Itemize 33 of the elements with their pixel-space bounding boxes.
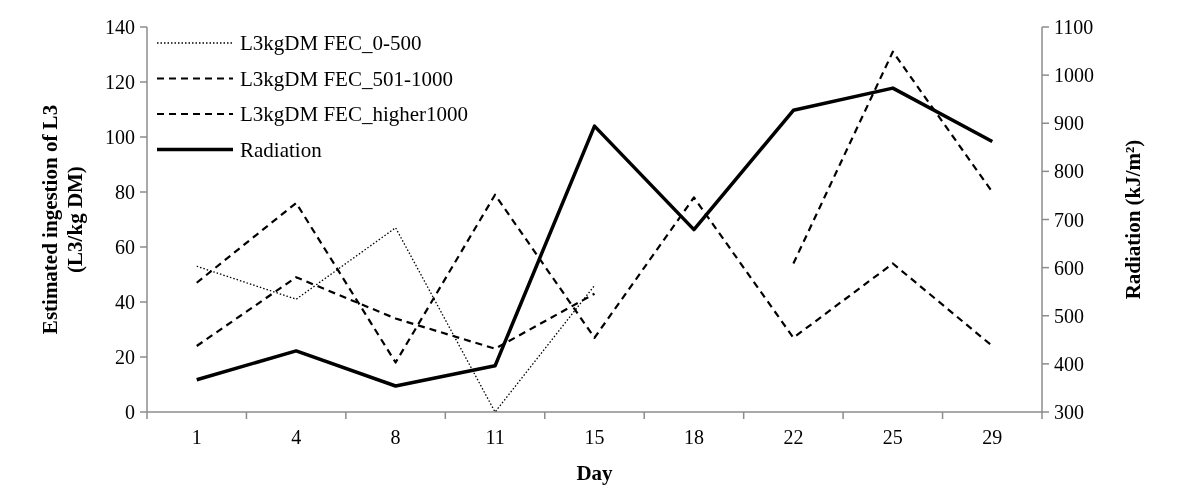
legend-label: L3kgDM FEC_0-500 — [240, 31, 422, 56]
y2-tick-label: 1000 — [1054, 64, 1094, 87]
y2-tick-label: 1100 — [1054, 16, 1094, 38]
x-tick-label: 11 — [485, 426, 505, 448]
y-tick-label: 0 — [125, 401, 135, 423]
legend-label: L3kgDM FEC_501-1000 — [240, 66, 453, 91]
x-tick-label: 15 — [584, 426, 605, 448]
y-tick-label: 40 — [115, 291, 135, 313]
legend-label: Radiation — [240, 137, 323, 162]
y2-tick-label: 400 — [1054, 352, 1084, 375]
x-tick-label: 18 — [683, 426, 704, 448]
y2-tick-label: 300 — [1054, 401, 1084, 423]
x-tick-label: 4 — [291, 426, 302, 448]
x-tick-label: 1 — [191, 426, 202, 448]
y-tick-label: 80 — [115, 181, 135, 203]
x-tick-label: 22 — [783, 426, 804, 448]
y-tick-label: 120 — [105, 71, 135, 93]
legend-label: L3kgDM FEC_higher1000 — [240, 102, 469, 127]
x-tick-label: 8 — [390, 426, 401, 448]
y2-axis-title: Radiation (kJ/m²) — [1121, 139, 1145, 300]
y2-tick-label: 800 — [1054, 160, 1084, 183]
y-tick-label: 140 — [105, 16, 135, 38]
x-tick-label: 29 — [982, 426, 1003, 448]
y-tick-label: 100 — [105, 126, 135, 148]
y2-tick-label: 600 — [1054, 256, 1084, 279]
x-axis-title: Day — [576, 461, 614, 485]
y-tick-label: 20 — [115, 346, 135, 368]
x-tick-label: 25 — [882, 426, 903, 448]
y-tick-label: 60 — [115, 236, 135, 258]
y2-tick-label: 700 — [1054, 208, 1084, 231]
y2-tick-label: 500 — [1054, 304, 1084, 327]
y2-tick-label: 900 — [1054, 112, 1084, 135]
y-axis-title: Estimated ingestion of L3 (L3/kg DM) — [37, 104, 87, 335]
